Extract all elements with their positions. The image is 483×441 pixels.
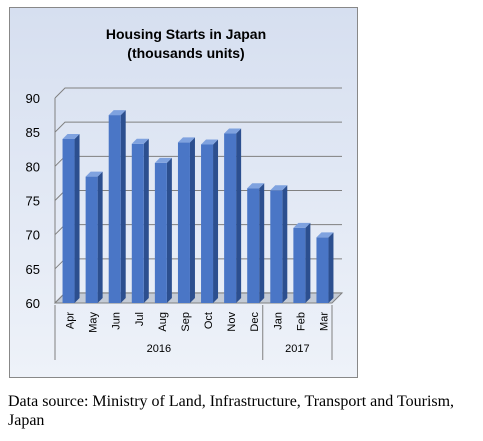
group-label-2016: 2016 <box>147 343 171 355</box>
y-tick-label: 65 <box>26 262 40 277</box>
bar-front <box>247 188 260 303</box>
bar-front <box>154 162 167 303</box>
bar-front <box>62 139 75 303</box>
bar-jun <box>108 110 126 303</box>
bar-top <box>62 134 80 139</box>
bar-top <box>131 138 149 144</box>
x-tick-label: Jul <box>134 312 146 326</box>
x-tick-label: Sep <box>180 312 192 332</box>
group-label-2017: 2017 <box>285 343 309 355</box>
y-axis-ticks: 60 65 70 75 80 85 90 <box>26 91 40 311</box>
bar-top <box>85 171 103 177</box>
bar-aug <box>154 157 172 303</box>
bar-top <box>154 157 172 163</box>
bar-side <box>213 139 219 303</box>
bar-side <box>97 171 103 303</box>
bar-front <box>108 115 121 303</box>
bar-mar <box>316 232 334 303</box>
bar-front <box>224 133 237 303</box>
plot-floor <box>53 292 344 304</box>
bar-top <box>270 185 288 191</box>
chart-title-line-2: (thousands units) <box>127 45 244 61</box>
y-tick-label: 85 <box>26 125 40 140</box>
x-tick-label: Apr <box>65 312 77 329</box>
bar-front <box>177 142 190 303</box>
bar-front <box>293 227 306 303</box>
bar-side <box>236 128 242 303</box>
x-axis-ticks: Apr May Jun Jul Aug Sep Oct Nov Dec Jan Feb Mar <box>65 312 331 333</box>
x-tick-label: Jan <box>272 312 284 330</box>
bar-front <box>316 237 329 303</box>
bar-top <box>177 137 195 143</box>
gridline-85 <box>54 121 342 133</box>
bar-front <box>131 143 144 303</box>
x-tick-label: Dec <box>249 312 261 332</box>
x-tick-label: Oct <box>203 312 215 329</box>
bar-apr <box>62 134 80 303</box>
bar-side <box>259 183 265 303</box>
bar-top <box>247 183 265 189</box>
x-tick-label: Mar <box>318 312 330 331</box>
bar-jul <box>131 138 149 303</box>
bar-dec <box>247 183 265 303</box>
y-tick-label: 70 <box>26 228 40 243</box>
x-axis-groups: 2016 2017 <box>54 305 333 360</box>
y-tick-label: 80 <box>26 159 40 174</box>
bar-side <box>120 110 126 303</box>
x-tick-label: Nov <box>226 312 238 332</box>
gridline-80 <box>54 155 342 167</box>
bar-front <box>270 190 283 303</box>
x-tick-label: Jun <box>111 312 123 330</box>
bar-side <box>282 185 288 303</box>
bar-side <box>143 138 149 303</box>
bar-top <box>293 222 311 228</box>
bar-side <box>166 157 172 303</box>
bar-top <box>201 139 219 145</box>
gridline-90 <box>54 87 342 99</box>
bar-side <box>74 134 80 303</box>
y-tick-label: 75 <box>26 194 40 209</box>
x-tick-label: Feb <box>295 312 307 331</box>
bar-jan <box>270 185 288 303</box>
bar-front <box>85 176 98 303</box>
bar-front <box>201 144 214 303</box>
bar-oct <box>201 139 219 303</box>
x-tick-label: Aug <box>157 312 169 332</box>
bar-feb <box>293 222 311 303</box>
bar-side <box>328 232 334 303</box>
data-source-note: Data source: Ministry of Land, Infrastru… <box>8 393 455 429</box>
bar-side <box>189 137 195 303</box>
bar-top <box>108 110 126 116</box>
bar-nov <box>224 128 242 303</box>
bar-may <box>85 171 103 303</box>
bars <box>62 110 334 303</box>
bar-side <box>305 222 311 303</box>
y-tick-label: 90 <box>26 91 40 106</box>
x-tick-label: May <box>88 312 100 333</box>
bar-top <box>316 232 334 238</box>
bar-sep <box>177 137 195 303</box>
chart-title-line-1: Housing Starts in Japan <box>106 26 266 42</box>
y-tick-label: 60 <box>26 296 40 311</box>
bar-top <box>224 128 242 134</box>
